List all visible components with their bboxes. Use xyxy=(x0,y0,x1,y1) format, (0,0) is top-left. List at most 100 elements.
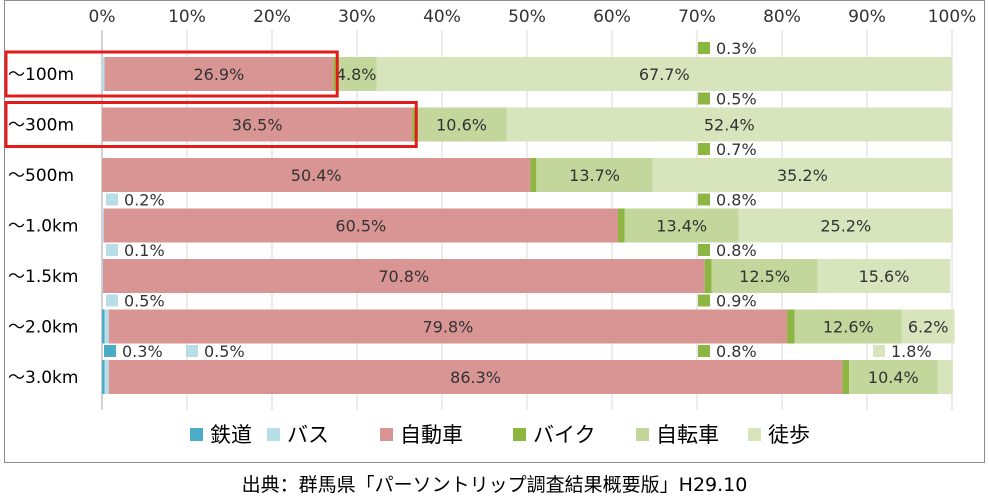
highlight-box xyxy=(4,101,418,148)
bar-segment xyxy=(530,158,537,192)
bar-segment xyxy=(333,57,336,91)
callout-label: 0.8% xyxy=(716,191,757,210)
data-label: 13.7% xyxy=(569,166,620,185)
data-label: 67.7% xyxy=(639,65,690,84)
bar-segment xyxy=(335,57,377,91)
data-label: 70.8% xyxy=(378,267,429,286)
bar-segment xyxy=(102,309,105,344)
legend-label: 徒歩 xyxy=(768,423,810,447)
bar-segment xyxy=(102,208,104,243)
callout-label: 0.7% xyxy=(716,140,757,159)
data-label: 10.6% xyxy=(436,116,487,135)
data-label: 13.4% xyxy=(656,217,707,236)
data-label: 50.4% xyxy=(291,166,342,185)
data-label: 12.6% xyxy=(823,318,874,337)
legend-swatch xyxy=(380,428,393,441)
callout-swatch xyxy=(873,345,885,357)
callout-swatch xyxy=(186,345,198,357)
category-label: ～500m xyxy=(8,166,74,186)
legend-label: バス xyxy=(287,423,329,447)
x-tick-label: 60% xyxy=(593,7,631,27)
data-label: 60.5% xyxy=(335,217,386,236)
x-tick-label: 30% xyxy=(338,7,376,27)
category-label: ～2.0km xyxy=(8,318,78,338)
legend-label: 自動車 xyxy=(400,423,463,447)
bar-segment xyxy=(103,208,618,243)
category-label: ～300m xyxy=(8,116,74,136)
callout-swatch xyxy=(106,294,118,307)
legend-swatch xyxy=(513,428,526,441)
bar-segment xyxy=(108,309,788,344)
callout-swatch xyxy=(698,294,710,307)
bar-segment xyxy=(412,107,417,142)
x-tick-label: 50% xyxy=(508,7,546,27)
data-label: 52.4% xyxy=(704,116,755,135)
data-label: 86.3% xyxy=(450,368,501,387)
category-label: ～1.5km xyxy=(8,267,78,287)
data-label: 25.2% xyxy=(820,217,871,236)
bar-segment xyxy=(849,360,938,394)
bar-segment xyxy=(624,208,739,243)
bar-segment xyxy=(416,107,507,142)
category-label: ～1.0km xyxy=(8,217,78,237)
callout-label: 0.1% xyxy=(124,241,165,260)
bar-segment xyxy=(102,107,413,142)
legend-label: 自転車 xyxy=(656,423,719,447)
bar-segment xyxy=(102,57,105,91)
callout-swatch xyxy=(698,42,710,54)
source-note: 出典：群馬県「パーソントリップ調査結果概要版」H29.10 xyxy=(241,474,748,496)
callout-swatch xyxy=(104,345,116,357)
data-label: 12.5% xyxy=(739,267,790,286)
bar-segment xyxy=(711,259,818,293)
category-label: ～100m xyxy=(8,65,74,85)
callout-label: 0.8% xyxy=(716,342,757,361)
bar-segment xyxy=(104,57,334,91)
bar-segment xyxy=(536,158,653,192)
legend-swatch xyxy=(636,428,649,441)
bar-segment xyxy=(817,259,951,293)
callout-label: 0.5% xyxy=(716,90,757,109)
legend-label: 鉄道 xyxy=(210,423,252,447)
bar-segment xyxy=(506,107,952,142)
bar-segment xyxy=(842,360,850,394)
x-tick-label: 80% xyxy=(763,7,801,27)
callout-label: 0.3% xyxy=(122,342,163,361)
callout-swatch xyxy=(698,193,710,206)
bar-segment xyxy=(787,309,795,344)
bar-segment xyxy=(102,360,105,394)
data-label: 26.9% xyxy=(193,65,244,84)
callout-label: 0.3% xyxy=(716,39,757,58)
callout-label: 0.5% xyxy=(204,342,245,361)
bar-segment xyxy=(704,259,712,293)
x-tick-label: 10% xyxy=(168,7,206,27)
callout-swatch xyxy=(698,345,710,357)
category-label: ～3.0km xyxy=(8,368,78,388)
bar-segment xyxy=(104,309,109,344)
bar-segment xyxy=(937,360,953,394)
callout-swatch xyxy=(698,92,710,105)
data-label: 15.6% xyxy=(859,267,910,286)
bar-segment xyxy=(901,309,955,344)
data-label: 4.8% xyxy=(336,65,377,84)
x-tick-label: 70% xyxy=(678,7,716,27)
callout-swatch xyxy=(698,244,710,256)
callout-swatch xyxy=(698,143,710,155)
x-tick-label: 90% xyxy=(848,7,886,27)
bar-segment xyxy=(108,360,843,394)
x-tick-label: 100% xyxy=(928,7,977,27)
bar-segment xyxy=(376,57,952,91)
bar-segment xyxy=(794,309,902,344)
callout-swatch xyxy=(106,193,118,206)
x-tick-label: 0% xyxy=(89,7,116,27)
callout-swatch xyxy=(106,244,118,256)
data-label: 10.4% xyxy=(868,368,919,387)
callout-label: 1.8% xyxy=(891,342,932,361)
legend-swatch xyxy=(190,428,203,441)
bar-segment xyxy=(738,208,953,243)
callout-label: 0.8% xyxy=(716,241,757,260)
highlight-box xyxy=(4,50,339,98)
legend-swatch xyxy=(267,428,280,441)
x-tick-label: 40% xyxy=(423,7,461,27)
